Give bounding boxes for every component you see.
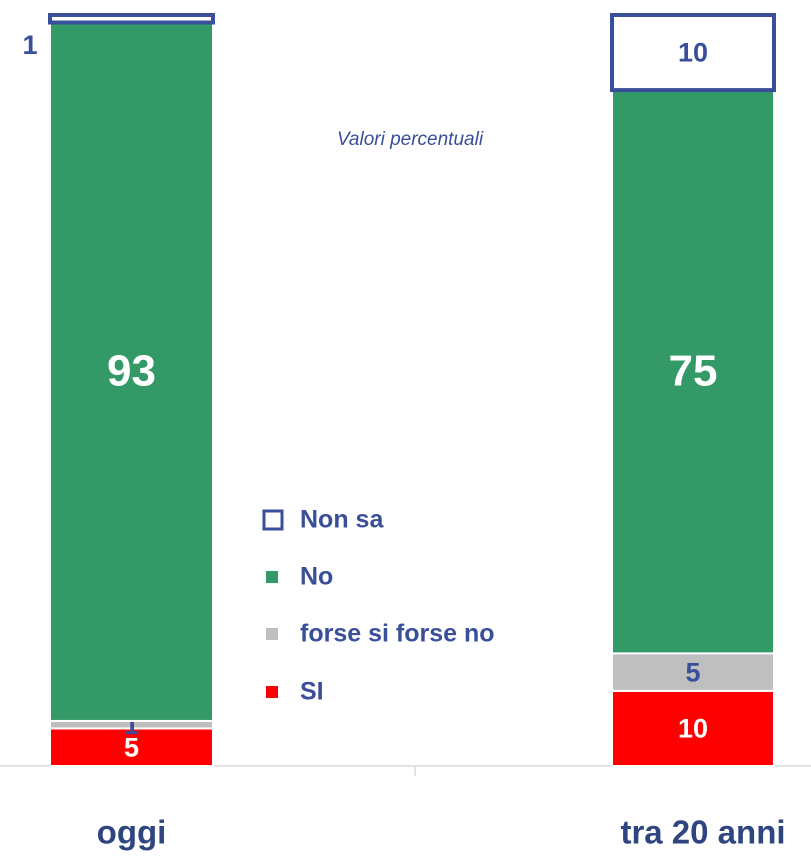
value-label: 10 [678, 38, 708, 68]
legend-label: SI [300, 678, 324, 706]
bar-segment [49, 21, 214, 722]
legend-swatch [262, 509, 284, 531]
value-label: 93 [107, 346, 156, 395]
legend-label: No [300, 563, 333, 591]
bar-segment [611, 89, 775, 655]
legend-swatch [266, 571, 278, 583]
legend-label: forse si forse no [300, 620, 495, 648]
value-label: 10 [678, 714, 708, 744]
value-label: 75 [669, 346, 718, 395]
legend-label: Non sa [300, 506, 384, 534]
value-label: 5 [124, 732, 139, 762]
bar-segment [611, 689, 775, 768]
bar-segment [611, 652, 775, 692]
x-tick-label: tra 20 anni [620, 814, 785, 851]
bar-segment [48, 13, 215, 25]
x-tick-label: oggi [97, 814, 167, 851]
bar-segment [610, 13, 776, 93]
bar-segment [49, 727, 214, 768]
legend-swatch [266, 686, 278, 698]
value-label: 1 [22, 30, 37, 60]
chart-subtitle: Valori percentuali [337, 129, 484, 150]
legend-swatch [266, 628, 278, 640]
value-label: 5 [685, 657, 700, 687]
